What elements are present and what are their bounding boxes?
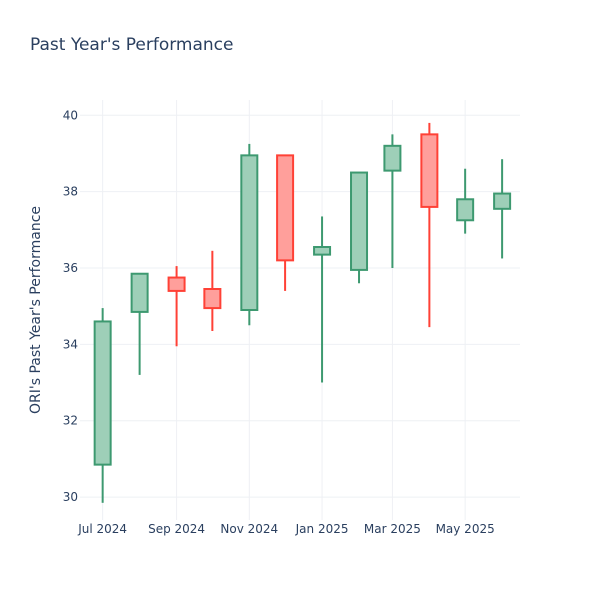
x-tick-label: Jul 2024 bbox=[77, 522, 127, 536]
x-tick-label: Sep 2024 bbox=[148, 522, 205, 536]
candle-body bbox=[313, 246, 332, 256]
candle-body bbox=[383, 144, 402, 172]
candle-increasing bbox=[93, 308, 112, 503]
y-tick-label: 36 bbox=[63, 261, 78, 275]
candle-body bbox=[276, 154, 295, 262]
candle-body bbox=[456, 198, 475, 222]
y-tick-label: 34 bbox=[63, 337, 78, 351]
candle-decreasing bbox=[420, 122, 439, 328]
candle-decreasing bbox=[167, 266, 186, 347]
candle-increasing bbox=[456, 168, 475, 234]
candles bbox=[93, 122, 512, 503]
y-tick-label: 30 bbox=[63, 490, 78, 504]
candle-decreasing bbox=[203, 250, 222, 331]
chart-title: Past Year's Performance bbox=[30, 35, 234, 55]
candle-increasing bbox=[313, 216, 332, 383]
candle-body bbox=[203, 288, 222, 310]
x-tick-label: May 2025 bbox=[436, 522, 495, 536]
candle-increasing bbox=[130, 272, 149, 375]
x-tick-label: Mar 2025 bbox=[364, 522, 421, 536]
candle-body bbox=[167, 276, 186, 292]
candle-increasing bbox=[240, 143, 259, 326]
candle-increasing bbox=[350, 171, 369, 284]
candle-decreasing bbox=[276, 154, 295, 291]
candle-increasing bbox=[493, 159, 512, 259]
candle-body bbox=[93, 320, 112, 466]
y-axis-label: ORI's Past Year's Performance bbox=[28, 206, 44, 414]
y-tick-label: 40 bbox=[63, 108, 78, 122]
x-tick-label: Jan 2025 bbox=[295, 522, 349, 536]
y-tick-label: 38 bbox=[63, 185, 78, 199]
candle-body bbox=[493, 192, 512, 210]
candle-increasing bbox=[383, 134, 402, 268]
candle-body bbox=[130, 272, 149, 313]
candle-body bbox=[350, 171, 369, 271]
candle-body bbox=[240, 154, 259, 311]
x-tick-label: Nov 2024 bbox=[220, 522, 278, 536]
y-tick-label: 32 bbox=[63, 414, 78, 428]
x-axis-ticks: Jul 2024 Sep 2024 Nov 2024 Jan 2025 Mar 2025… bbox=[77, 522, 495, 536]
y-axis-ticks: 30 32 34 36 38 40 bbox=[63, 108, 78, 504]
candle-body bbox=[420, 133, 439, 208]
